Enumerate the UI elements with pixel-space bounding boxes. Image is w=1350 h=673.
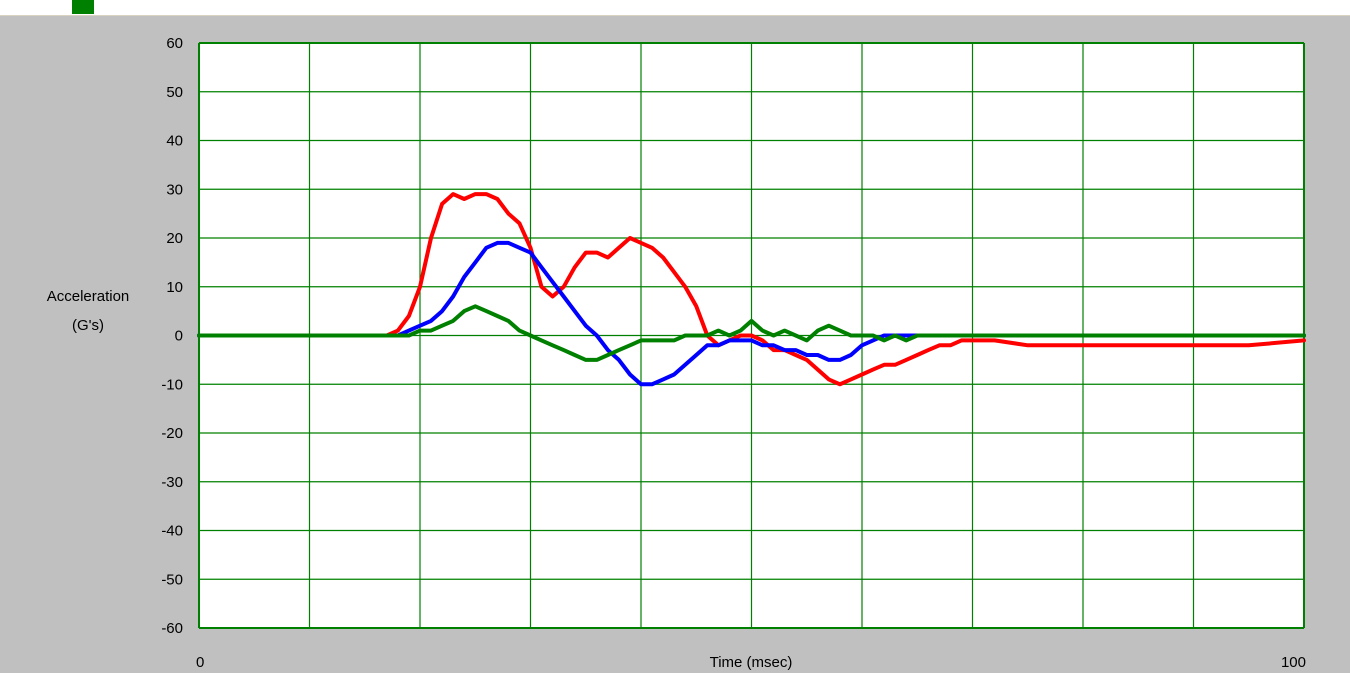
y-tick-label: -60 <box>161 620 183 637</box>
y-tick-label: 30 <box>166 181 183 198</box>
x-tick-label: 0 <box>196 654 204 671</box>
y-tick-label: -50 <box>161 571 183 588</box>
y-tick-label: 10 <box>166 279 183 296</box>
series-line-3 <box>197 304 1306 362</box>
y-tick-label: -20 <box>161 425 183 442</box>
y-tick-label: -10 <box>161 376 183 393</box>
y-tick-label: -30 <box>161 474 183 491</box>
x-axis-label: Time (msec) <box>710 654 793 671</box>
y-axis-label-line1: Acceleration <box>47 288 130 305</box>
y-tick-label: 40 <box>166 133 183 150</box>
green-marker <box>72 0 94 14</box>
y-tick-label: 0 <box>175 328 183 345</box>
series <box>197 192 1306 387</box>
x-tick-label: 100 <box>1281 654 1306 671</box>
y-tick-label: 20 <box>166 230 183 247</box>
y-tick-label: 50 <box>166 84 183 101</box>
x-tick-labels: 0 100 <box>196 654 1306 671</box>
y-axis-label-line2: (G's) <box>72 317 104 334</box>
top-strip <box>0 0 1350 16</box>
series-line-2 <box>197 240 1306 387</box>
y-tick-label: 60 <box>166 35 183 52</box>
y-tick-labels: 60 50 40 30 20 10 0 -10 -20 -30 -40 -50 -60 <box>161 35 183 637</box>
y-tick-label: -40 <box>161 523 183 540</box>
